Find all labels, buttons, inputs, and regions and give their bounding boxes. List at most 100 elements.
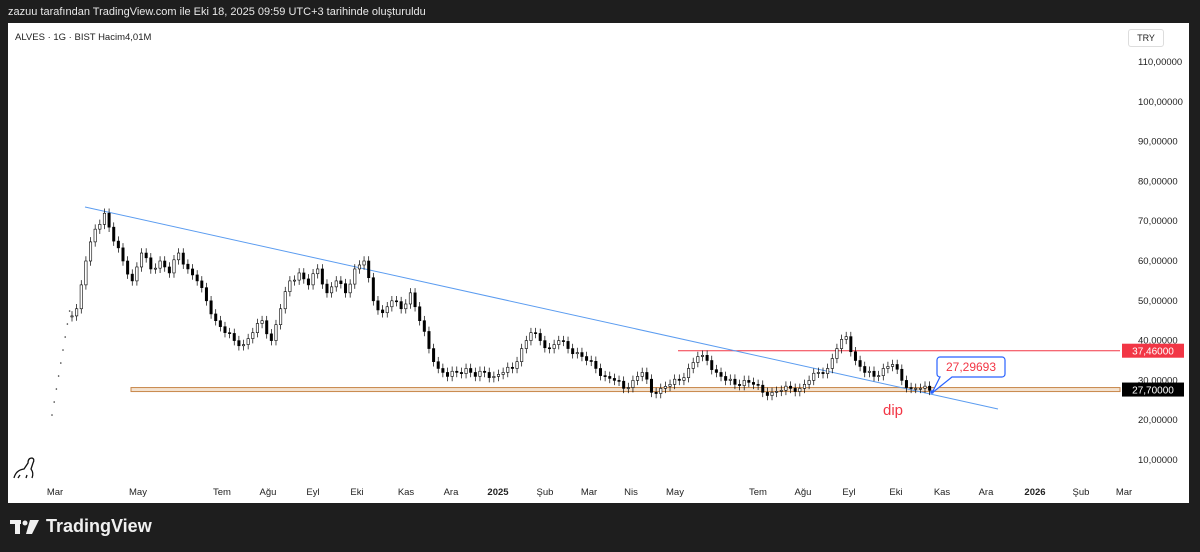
candle [770, 392, 774, 396]
candle [738, 384, 742, 386]
candle [696, 356, 700, 363]
candle [102, 212, 106, 225]
candle [654, 392, 658, 394]
candle [214, 313, 218, 321]
y-tick-label: 110,00000 [1138, 57, 1182, 68]
candle [418, 306, 422, 321]
candle [710, 360, 714, 370]
callout-anchor [930, 390, 934, 394]
candle [79, 284, 83, 310]
candle [121, 247, 125, 262]
candle [158, 260, 162, 269]
candle [112, 226, 116, 242]
candle [853, 351, 857, 361]
candle [427, 331, 431, 349]
candle [404, 303, 408, 310]
symbol-info: ALVES · 1G · BIST Hacim4,01M [15, 32, 152, 43]
chart-panel[interactable] [8, 23, 1189, 503]
y-tick-label: 90,00000 [1138, 137, 1178, 148]
candle [543, 340, 547, 349]
candle [798, 388, 802, 392]
callout-box [931, 356, 1006, 394]
history-dot [57, 375, 60, 377]
candle [598, 368, 602, 376]
candle [691, 362, 695, 369]
candle [909, 387, 913, 389]
candle [84, 260, 88, 286]
candle [288, 280, 292, 292]
candle [232, 333, 236, 341]
candle [561, 340, 565, 342]
candle [376, 300, 380, 311]
candle [242, 344, 246, 347]
candle [571, 348, 575, 355]
candle [580, 352, 584, 357]
candle [524, 340, 528, 349]
candle [840, 339, 844, 349]
candle [223, 326, 227, 333]
candle [246, 338, 250, 345]
candle [649, 378, 653, 393]
candle [487, 372, 491, 378]
candle [89, 241, 93, 262]
x-tick-label: May [666, 487, 684, 498]
candle [153, 267, 157, 270]
candle [807, 380, 811, 385]
candle [348, 283, 352, 294]
candle [612, 378, 616, 381]
candle [622, 380, 626, 389]
candle [237, 340, 241, 347]
candle [566, 341, 570, 349]
candle [177, 252, 181, 261]
candle [395, 300, 399, 303]
candle [353, 268, 357, 285]
candle [761, 384, 765, 393]
candle [269, 333, 273, 341]
candle [167, 266, 171, 274]
candle [209, 300, 213, 315]
candle [891, 364, 895, 367]
candle [904, 380, 908, 388]
candle [812, 372, 816, 381]
y-tick-label: 70,00000 [1138, 216, 1178, 227]
candle [501, 372, 505, 375]
candle [608, 376, 612, 379]
candle [867, 370, 871, 373]
candle [367, 260, 371, 279]
candle [381, 309, 385, 314]
candle [844, 336, 848, 340]
candle [492, 376, 496, 378]
candle [677, 378, 681, 381]
candle [200, 280, 204, 288]
candle [640, 372, 644, 377]
candle [441, 368, 445, 373]
candle [733, 378, 737, 385]
candle [830, 358, 834, 369]
candle [218, 320, 222, 327]
candle [140, 252, 144, 268]
brand-label: TradingView [46, 516, 152, 536]
candle [751, 382, 755, 385]
currency-button[interactable]: TRY [1128, 29, 1164, 47]
candle [575, 352, 579, 355]
candle [163, 260, 167, 268]
candle [682, 377, 686, 381]
candle [928, 385, 932, 391]
candle [126, 260, 130, 275]
x-tick-label: Eki [889, 487, 902, 498]
candle [311, 273, 315, 286]
candle [334, 280, 338, 288]
candle [872, 370, 876, 377]
candle [617, 380, 621, 382]
candle [330, 286, 334, 294]
candle [496, 374, 500, 377]
candle [520, 348, 524, 362]
candle [186, 263, 190, 270]
candle [399, 301, 403, 310]
candle [316, 268, 320, 275]
candle [459, 372, 463, 374]
candle [835, 348, 839, 359]
candle [306, 278, 310, 286]
candle [886, 366, 890, 369]
